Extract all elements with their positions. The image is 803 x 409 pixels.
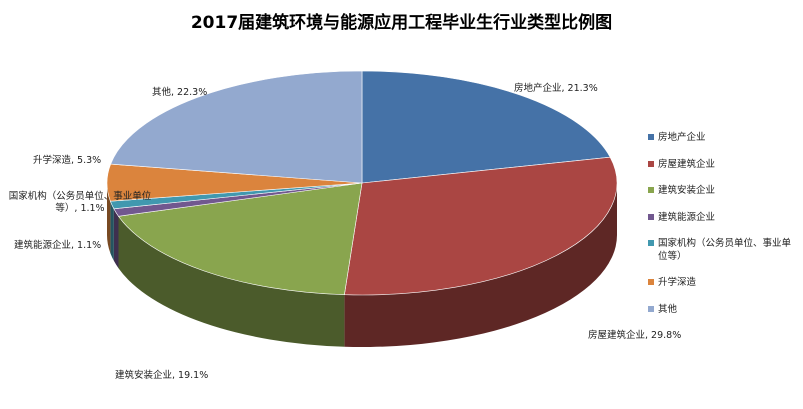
slice-side	[118, 216, 345, 347]
legend-swatch	[648, 160, 654, 167]
slice	[110, 70, 363, 184]
slice	[117, 182, 363, 296]
data-label: 房地产企业, 21.3%	[514, 83, 598, 94]
data-label: 房屋建筑企业, 29.8%	[588, 330, 682, 341]
legend-swatch	[648, 187, 654, 193]
legend-swatch	[648, 305, 654, 312]
data-label: 国家机构（公务员单位、事业单位等）, 1.1%	[8, 191, 152, 214]
legend-item: 建筑能源企业	[648, 211, 798, 224]
legend-swatch	[648, 134, 654, 140]
legend-swatch	[648, 279, 654, 285]
slice-side	[113, 208, 119, 269]
legend-item: 升学深造	[648, 276, 798, 289]
slice-side	[344, 183, 617, 347]
legend-item: 建筑安装企业	[648, 184, 798, 197]
data-label: 建筑能源企业, 1.1%	[14, 240, 102, 251]
legend-item: 其他	[648, 303, 798, 316]
data-label: 升学深造, 5.3%	[33, 155, 102, 166]
legend-item: 房地产企业	[648, 131, 798, 144]
slice	[344, 156, 618, 296]
legend-item: 房屋建筑企业	[648, 158, 798, 171]
data-label: 建筑安装企业, 19.1%	[115, 370, 209, 381]
data-label: 其他, 22.3%	[152, 87, 208, 98]
slice-side	[110, 201, 114, 261]
legend-item: 国家机构（公务员单位、事业单位等）	[648, 237, 798, 263]
chart-title: 2017届建筑环境与能源应用工程毕业生行业类型比例图	[190, 13, 613, 33]
slice	[361, 70, 611, 184]
slice-side	[107, 183, 111, 254]
legend-swatch	[648, 240, 654, 246]
legend-swatch	[648, 213, 654, 220]
